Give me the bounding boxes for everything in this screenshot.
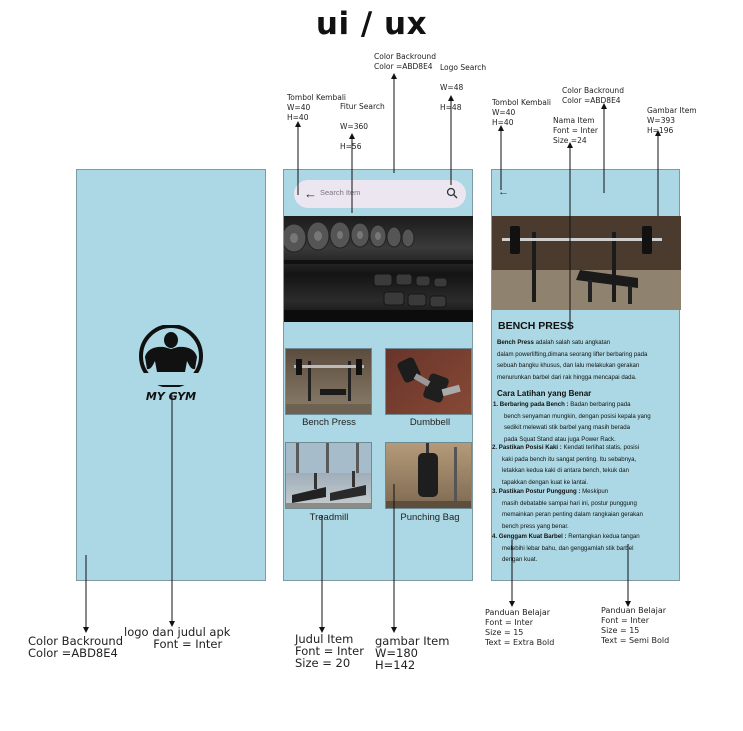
item-name: BENCH PRESS [498,320,574,332]
step-4: 4. Genggam Kuat Barbel : Rentangkan kedu… [492,533,640,564]
search-icon[interactable] [446,186,458,204]
item-label: Dumbbell [409,417,451,428]
annotation-tombol-kembali: Tombol Kembali W=40 H=40 [287,93,347,122]
annotation-panduan-extra-bold: Panduan Belajar Font = Inter Size = 15 T… [485,608,555,647]
item-label: Treadmill [309,512,349,523]
annotation-color-background: Color Backround Color =ABD8E4 [374,52,436,71]
item-image-treadmill[interactable] [285,442,372,509]
item-image-dumbbell[interactable] [385,348,472,415]
annotation-nama-item: Nama Item Font = Inter Size =24 [553,116,598,145]
app-title: MY GYM [145,390,197,403]
steps-title: Cara Latihan yang Benar [497,389,592,398]
detail-screen: ← BENCH PRESS Bench Press adalah salah s… [491,169,681,581]
intro-line: dalam powerlifting,dimana seorang lifter… [497,350,648,358]
splash-screen: MY GYM [76,169,266,581]
back-arrow-icon[interactable]: ← [304,186,317,201]
item-image-punching-bag[interactable] [385,442,472,509]
search-bar[interactable]: ← Search Item [294,180,466,208]
back-arrow-icon[interactable]: ← [498,186,509,198]
annotation-tombol-kembali: Tombol Kembali W=40 H=40 [492,98,552,127]
item-label: Bench Press [302,417,356,428]
list-screen: ← Search Item [283,169,473,581]
item-label: Punching Bag [400,512,460,523]
search-input[interactable]: Search Item [320,188,361,197]
intro-line: adalah salah satu angkatan [533,339,611,346]
intro-paragraph: Bench Press adalah salah satu angkatan d… [497,337,681,383]
step-1: 1. Berbaring pada Bench : Badan berbarin… [493,401,651,443]
annotation-gambar-item: gambar Item W=180 H=142 [375,634,450,672]
item-image-bench-press[interactable] [285,348,372,415]
annotation-logo-title: logo dan judul apk Font = Inter [124,625,231,651]
annotation-color-background: Color Backround Color =ABD8E4 [28,634,123,660]
hero-image [284,216,473,322]
annotation-color-background: Color Backround Color =ABD8E4 [562,86,624,105]
app-logo: MY GYM [135,324,207,403]
step-3: 3. Pastikan Postur Punggung : Meskipun m… [492,488,643,530]
page-title: ui / ux [315,6,428,42]
step-2: 2. Pastikan Posisi Kaki : Kendati terlih… [492,444,640,486]
bodybuilder-logo-icon [139,324,203,388]
intro-line: menurunkan barbel dari rak hingga mencap… [497,373,637,381]
annotation-fitur-search: Fitur Search W=360 H=56 [340,102,385,151]
intro-bold: Bench Press [497,339,534,346]
intro-line: sebuah bangku khusus, dan lalu melakukan… [497,362,640,370]
item-image [492,216,681,310]
annotation-judul-item: Judul Item Font = Inter Size = 20 [295,632,364,670]
annotation-panduan-semi-bold: Panduan Belajar Font = Inter Size = 15 T… [601,606,670,645]
